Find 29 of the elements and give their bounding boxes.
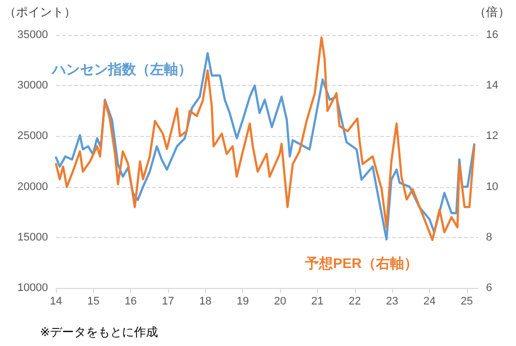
- y-tick-label: 20000: [17, 180, 48, 193]
- x-tick-label: 24: [423, 296, 436, 308]
- x-tick-label: 15: [87, 296, 100, 308]
- y2-axis-title: （倍）: [474, 5, 510, 19]
- x-tick-label: 21: [311, 296, 324, 308]
- x-tick-label: 20: [274, 296, 286, 308]
- x-tick-label: 25: [460, 296, 473, 308]
- x-tick-label: 23: [386, 296, 398, 308]
- y-axis-title: （ポイント）: [4, 5, 76, 19]
- x-tick-label: 16: [124, 296, 137, 308]
- y2-tick-label: 16: [486, 29, 498, 41]
- y2-tick-label: 6: [486, 282, 492, 294]
- text: ※データをもとに作成: [40, 325, 158, 339]
- x-tick-label: 19: [236, 296, 249, 308]
- y-tick-label: 25000: [17, 130, 48, 142]
- y2-tick-label: 12: [486, 130, 498, 142]
- y-tick-label: 10000: [17, 282, 48, 294]
- y-tick-label: 35000: [17, 29, 48, 41]
- y2-tick-label: 8: [486, 231, 492, 244]
- x-tick-label: 18: [199, 296, 212, 308]
- y-tick-label: 30000: [17, 80, 48, 92]
- series-label: 予想PER（右軸）: [304, 255, 418, 271]
- y-tick-label: 15000: [17, 231, 48, 244]
- series-label: ハンセン指数（左軸）: [51, 61, 192, 77]
- x-tick-label: 22: [348, 296, 361, 308]
- y2-tick-label: 10: [486, 180, 498, 193]
- x-tick-label: 14: [50, 296, 62, 308]
- x-tick-label: 17: [162, 296, 174, 308]
- y2-tick-label: 14: [486, 80, 498, 92]
